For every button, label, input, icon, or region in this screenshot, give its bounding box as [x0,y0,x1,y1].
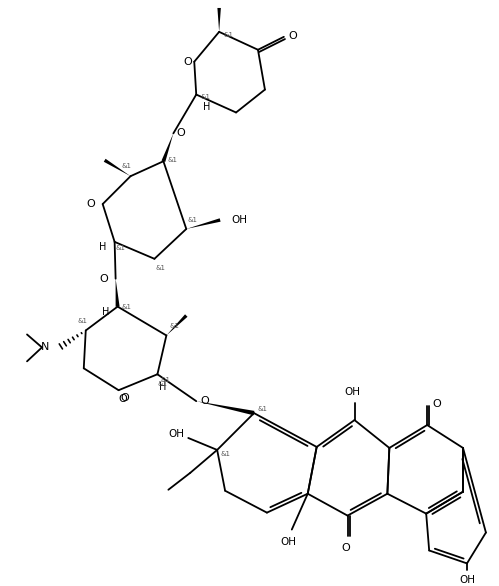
Text: &1: &1 [122,304,132,309]
Text: &1: &1 [155,265,165,271]
Text: &1: &1 [78,318,88,323]
Polygon shape [104,159,131,176]
Text: OH: OH [344,387,360,397]
Text: O: O [176,128,185,138]
Text: OH: OH [168,429,184,439]
Polygon shape [162,134,173,162]
Text: &1: &1 [258,406,268,412]
Text: &1: &1 [157,381,167,387]
Text: H: H [159,382,166,392]
Text: O: O [183,57,192,67]
Polygon shape [186,219,221,229]
Text: &1: &1 [169,323,179,329]
Text: &1: &1 [116,245,126,251]
Text: OH: OH [281,537,297,547]
Text: &1: &1 [122,163,132,169]
Text: O: O [99,274,108,284]
Text: O: O [86,199,95,209]
Text: OH: OH [231,215,247,225]
Text: &1: &1 [223,32,233,38]
Text: O: O [118,394,127,404]
Text: O: O [120,393,129,403]
Text: &1: &1 [167,157,177,163]
Polygon shape [218,8,221,32]
Polygon shape [116,279,120,306]
Text: O: O [433,399,442,409]
Polygon shape [166,314,188,335]
Text: OH: OH [459,575,475,585]
Text: &1: &1 [187,217,197,223]
Polygon shape [196,401,254,415]
Text: O: O [341,543,350,553]
Text: &1: &1 [220,451,230,457]
Text: H: H [99,242,106,252]
Text: O: O [201,396,210,406]
Text: &1: &1 [200,94,210,100]
Text: O: O [288,31,297,41]
Text: N: N [41,342,49,352]
Text: H: H [203,101,210,111]
Text: H: H [102,306,109,316]
Text: &1: &1 [160,377,170,383]
